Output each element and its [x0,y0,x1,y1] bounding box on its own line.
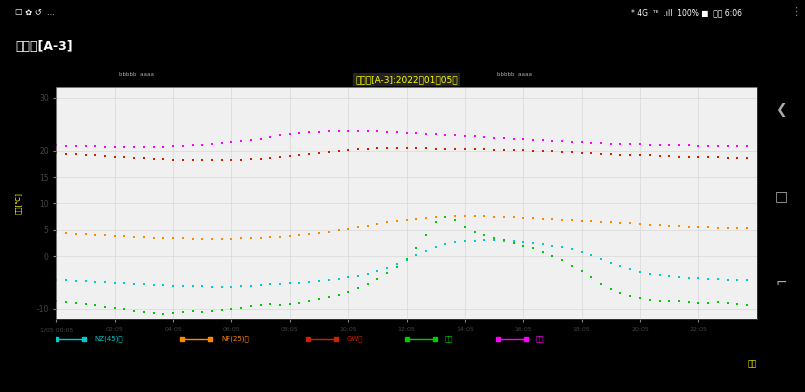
Text: GW内: GW内 [347,336,364,342]
Text: 日時: 日時 [748,359,757,368]
Text: bbbbb  aaaa: bbbbb aaaa [497,72,532,77]
Text: 展示場[A-3]: 展示場[A-3] [15,40,72,53]
Text: ☐ ✿ ↺  ...: ☐ ✿ ↺ ... [15,9,55,18]
Text: NZ(45)外: NZ(45)外 [95,336,123,342]
Text: bbbbb  aaaa: bbbbb aaaa [118,72,154,77]
Text: 展示場[A-3]:2022年01月05日: 展示場[A-3]:2022年01月05日 [355,75,458,84]
Text: ❮: ❮ [775,103,786,117]
Text: NF(25)内: NF(25)内 [221,336,249,342]
Text: 気温[℃]: 気温[℃] [14,192,21,214]
Text: * 4G  ᵀᴱ  .ıll  100% ■  午後 6:06: * 4G ᵀᴱ .ıll 100% ■ 午後 6:06 [630,9,741,18]
Text: □: □ [774,189,787,203]
Text: ⌐: ⌐ [775,275,786,289]
Text: ⋮: ⋮ [790,7,801,17]
Text: 外気: 外気 [445,336,453,342]
Text: 日時:2022年01月05日(水) 05時55分　外気:-10.90℃: 日時:2022年01月05日(水) 05時55分 外気:-10.90℃ [7,366,312,379]
Text: 室内: 室内 [536,336,545,342]
